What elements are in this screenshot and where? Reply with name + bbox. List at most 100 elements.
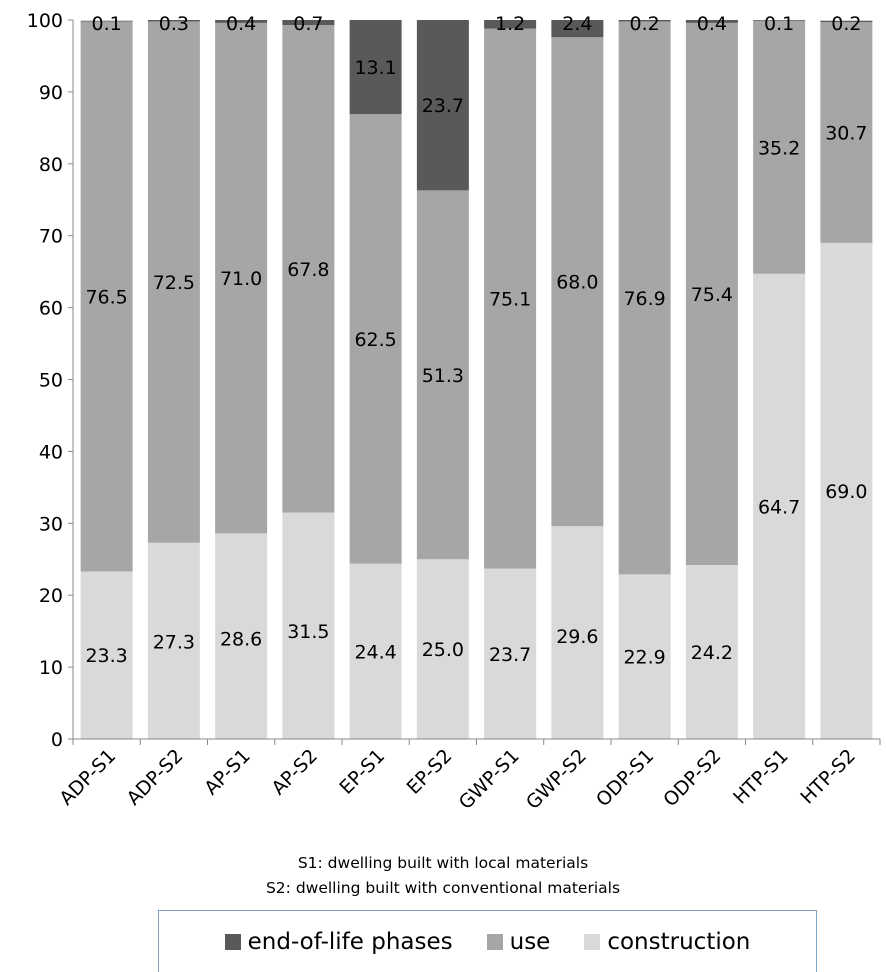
bar-segment (618, 20, 671, 22)
data-label-use: 62.5 (354, 329, 396, 351)
bar-segment (282, 20, 335, 26)
legend-item-use: use (486, 929, 550, 955)
legend-swatch-construction (584, 933, 601, 950)
bar-segment (80, 20, 133, 22)
data-label-construction: 23.3 (85, 645, 127, 667)
x-tick-label: AP-S2 (267, 745, 321, 799)
bar-segment (147, 21, 200, 543)
data-label-use: 30.7 (825, 123, 867, 145)
data-label-end-of-life: 23.7 (422, 95, 464, 117)
stacked-bar-chart: 0 10 20 30 40 50 60 70 80 90 100 23.3 76.5 0.1 27.3 72.… (27, 10, 881, 814)
data-label-end-of-life: 0.2 (630, 13, 660, 35)
bar-segment (349, 20, 402, 115)
bar-segment (685, 22, 738, 566)
y-tick-label: 80 (39, 154, 63, 176)
bar-segment (416, 559, 469, 739)
bar-segment (551, 37, 604, 527)
data-label-end-of-life: 0.3 (159, 13, 189, 35)
data-label-use: 35.2 (758, 137, 800, 159)
bar-segment (820, 20, 873, 23)
bar-segment (685, 20, 738, 23)
bar-segment (484, 568, 537, 739)
data-label-construction: 29.6 (556, 626, 598, 648)
data-label-use: 51.3 (422, 365, 464, 387)
data-label-construction: 28.6 (220, 628, 262, 650)
data-label-end-of-life: 13.1 (354, 57, 396, 79)
legend-swatch-end-of-life (224, 933, 241, 950)
data-label-construction: 22.9 (623, 647, 665, 669)
data-label-construction: 24.4 (354, 641, 396, 663)
data-label-end-of-life: 0.2 (831, 13, 861, 35)
data-label-construction: 64.7 (758, 496, 800, 518)
bar-segment (551, 526, 604, 739)
bar-segment (349, 114, 402, 564)
bar-segment (80, 571, 133, 739)
x-tick-label: ODP-S1 (592, 745, 658, 811)
note-s2: S2: dwelling built with conventional mat… (265, 879, 621, 897)
bar-segment (618, 574, 671, 739)
bar-segment (215, 20, 268, 23)
data-label-use: 76.9 (623, 288, 665, 310)
y-tick-label: 70 (39, 226, 63, 248)
bar-segment (147, 542, 200, 739)
x-tick-label: GWP-S2 (522, 745, 591, 814)
data-label-use: 67.8 (287, 259, 329, 281)
bar-segment (282, 512, 335, 739)
x-tick-label: HTP-S1 (729, 745, 793, 809)
bar-segment (416, 190, 469, 560)
bar-segment (551, 20, 604, 38)
data-label-construction: 25.0 (422, 639, 464, 661)
x-tick-label: GWP-S1 (455, 745, 524, 814)
bar-segment (80, 21, 133, 572)
data-label-end-of-life: 0.1 (764, 13, 794, 35)
y-tick-label: 60 (39, 298, 63, 320)
bar-segment (618, 21, 671, 575)
data-label-use: 75.4 (691, 284, 733, 306)
y-tick-label: 0 (51, 729, 63, 751)
y-tick-label: 20 (39, 585, 63, 607)
y-tick-label: 40 (39, 441, 63, 463)
x-tick-label: ADP-S2 (123, 745, 188, 810)
bar-segment (753, 20, 806, 21)
data-label-end-of-life: 0.4 (697, 13, 727, 35)
bar-segment (215, 22, 268, 534)
x-tick-label: ODP-S2 (659, 745, 725, 811)
data-label-end-of-life: 2.4 (562, 13, 592, 35)
legend-label-construction: construction (607, 928, 751, 955)
data-label-use: 68.0 (556, 272, 598, 294)
bar-segment (753, 273, 806, 739)
bar-segment (416, 20, 469, 191)
bar-segment (484, 28, 537, 569)
data-label-use: 75.1 (489, 289, 531, 311)
legend: end-of-life phases use construction (158, 910, 817, 972)
legend-label-end-of-life: end-of-life phases (247, 928, 453, 955)
data-label-use: 72.5 (153, 272, 195, 294)
x-tick-label: EP-S1 (335, 745, 389, 799)
bar-segment (215, 533, 268, 739)
note-s1: S1: dwelling built with local materials (297, 854, 589, 872)
y-tick-label: 50 (39, 370, 63, 392)
data-label-end-of-life: 1.2 (495, 13, 525, 35)
data-label-construction: 69.0 (825, 481, 867, 503)
x-tick-label: EP-S2 (403, 745, 457, 799)
x-tick-label: HTP-S2 (796, 745, 860, 809)
data-label-end-of-life: 0.1 (92, 13, 122, 35)
bar-segment (282, 25, 335, 513)
legend-item-end-of-life: end-of-life phases (224, 928, 453, 955)
data-label-construction: 27.3 (153, 632, 195, 654)
bar-segment (147, 20, 200, 22)
legend-swatch-use (486, 933, 503, 950)
y-tick-label: 100 (27, 10, 63, 32)
data-label-use: 76.5 (85, 286, 127, 308)
y-tick-label: 30 (39, 513, 63, 535)
bar-segment (484, 20, 537, 29)
x-tick-label: ADP-S1 (55, 745, 120, 810)
bar-segment (820, 22, 873, 243)
y-tick-label: 10 (39, 657, 63, 679)
data-label-construction: 23.7 (489, 644, 531, 666)
bar-segment (685, 565, 738, 739)
data-label-construction: 31.5 (287, 621, 329, 643)
bar-segment (349, 563, 402, 739)
bar-segment (820, 242, 873, 739)
data-label-end-of-life: 0.4 (226, 13, 256, 35)
